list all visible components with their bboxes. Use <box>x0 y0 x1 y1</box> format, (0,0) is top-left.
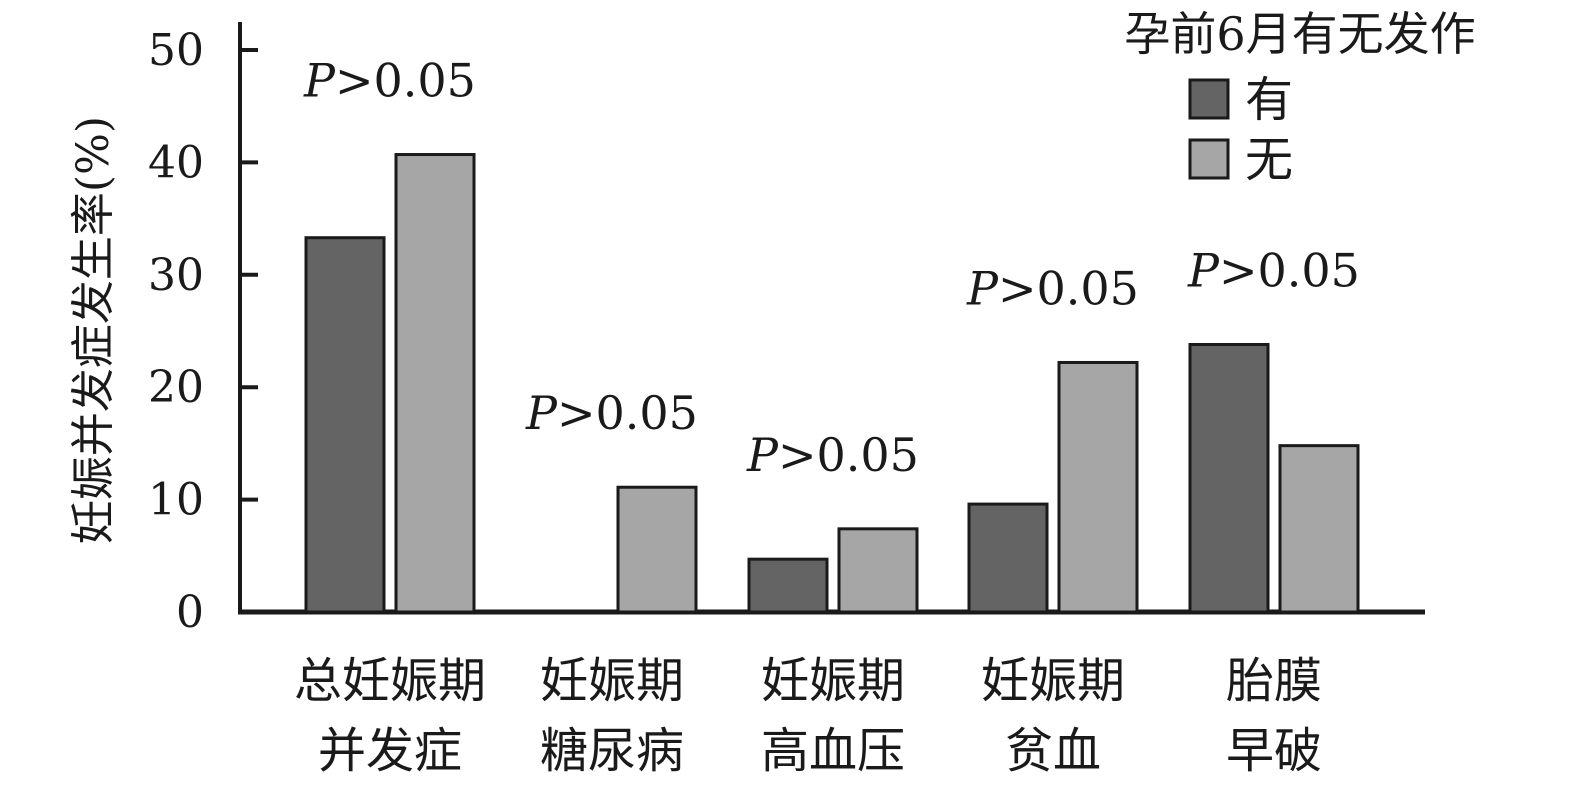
bar-you-0 <box>304 236 386 614</box>
legend-swatch <box>1188 78 1230 120</box>
legend-swatch <box>1188 138 1230 180</box>
bar-you-2 <box>747 557 829 614</box>
p-value-label: P>0.05 <box>966 261 1139 315</box>
legend-label: 有 <box>1245 72 1293 128</box>
y-axis-label: 妊娠并发症发生率(%) <box>68 116 119 544</box>
bar-you-3 <box>967 502 1049 614</box>
bar-wu-3 <box>1057 360 1139 614</box>
bar-wu-4 <box>1278 444 1360 614</box>
y-axis-label-group: 妊娠并发症发生率(%) <box>68 116 119 544</box>
category-label: 高血压 <box>761 723 905 779</box>
y-tick-label: 50 <box>148 25 204 76</box>
category-label: 妊娠期 <box>540 653 684 709</box>
category-label: 妊娠期 <box>761 653 905 709</box>
p-value-label: P>0.05 <box>525 386 698 440</box>
p-value-annotations: P>0.05 P>0.05 P>0.05 P>0.05 P>0.05 <box>303 54 1360 482</box>
y-tick-label: 0 <box>176 587 204 638</box>
category-label: 早破 <box>1226 723 1322 779</box>
y-tick-label: 30 <box>148 250 204 301</box>
category-label: 并发症 <box>318 723 462 779</box>
category-label: 贫血 <box>1005 723 1101 779</box>
p-value-label: P>0.05 <box>1187 243 1360 297</box>
y-tick-label: 40 <box>148 137 204 188</box>
y-tick-label: 20 <box>148 362 204 413</box>
legend-title: 孕前6月有无发作 <box>1124 7 1475 61</box>
bar-wu-0 <box>394 153 476 614</box>
p-value-label: P>0.05 <box>303 54 476 108</box>
bar-wu-1 <box>616 485 698 614</box>
bar-wu-2 <box>837 527 919 614</box>
category-label: 总妊娠期 <box>294 653 486 709</box>
p-value-label: P>0.05 <box>746 428 919 482</box>
y-tick-label: 10 <box>148 475 204 526</box>
category-label: 胎膜 <box>1226 653 1322 709</box>
legend-label: 无 <box>1245 132 1293 188</box>
bars <box>304 153 1360 614</box>
category-label: 妊娠期 <box>981 653 1125 709</box>
bar-you-4 <box>1188 342 1270 614</box>
category-label: 糖尿病 <box>540 723 684 779</box>
